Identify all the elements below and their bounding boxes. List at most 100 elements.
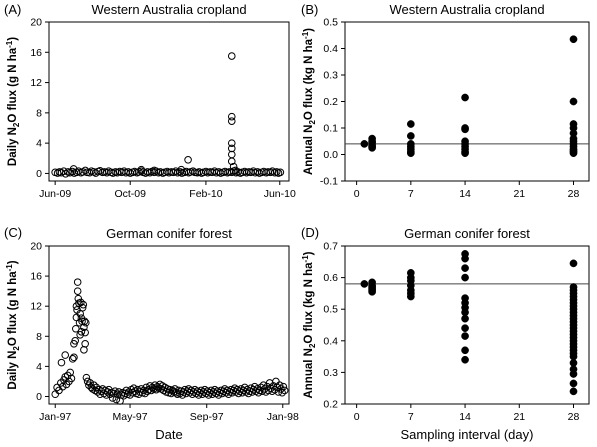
data-point	[184, 156, 192, 164]
x-tick-label: Jan-98	[267, 411, 299, 423]
data-point	[461, 273, 469, 282]
data-point	[61, 351, 70, 359]
data-point	[81, 328, 89, 337]
x-tick-label: Oct-09	[114, 188, 146, 200]
data-point	[461, 314, 469, 323]
y-tick-label: 0.5	[323, 304, 338, 316]
data-point	[406, 132, 415, 140]
data-point	[227, 112, 236, 121]
data-point	[461, 346, 469, 355]
x-tick-label: 28	[568, 188, 580, 200]
data-point	[51, 390, 60, 399]
data-point	[569, 97, 578, 106]
x-tick-label: 7	[408, 188, 414, 200]
data-point	[368, 144, 376, 152]
data-point	[569, 370, 578, 378]
y-tick-label: 8	[36, 331, 42, 343]
y-tick-label: 0.2	[323, 399, 338, 411]
y-tick-label: 0.4	[323, 43, 338, 55]
chart-title: Western Australia cropland	[91, 2, 246, 17]
data-point	[112, 395, 121, 404]
y-tick-label: -0.1	[320, 176, 338, 188]
data-point	[57, 358, 66, 367]
data-point	[461, 324, 469, 333]
y-tick-label: 0.3	[323, 367, 338, 379]
panel-label: (C)	[4, 225, 22, 240]
data-point	[461, 355, 469, 364]
data-point	[461, 149, 469, 158]
y-tick-label: 4	[36, 361, 42, 373]
data-point	[71, 337, 79, 345]
y-tick-label: 0.7	[323, 241, 338, 253]
data-point	[461, 254, 469, 263]
data-point	[67, 374, 76, 383]
panel-label: (B)	[301, 2, 318, 17]
data-point	[229, 162, 238, 171]
x-axis-title: Date	[155, 427, 182, 442]
data-point	[461, 264, 469, 272]
data-point	[276, 168, 285, 177]
data-point	[406, 292, 415, 301]
y-tick-label: 16	[30, 47, 42, 59]
data-point	[82, 373, 91, 382]
y-tick-label: 0	[36, 168, 42, 180]
x-tick-label: 14	[459, 411, 471, 423]
data-point	[360, 280, 369, 288]
x-tick-label: Sep-97	[190, 411, 224, 423]
data-point	[150, 166, 159, 175]
data-point	[78, 303, 87, 312]
data-point	[70, 353, 78, 362]
y-tick-label: 12	[30, 77, 42, 89]
data-point	[280, 386, 289, 395]
y-axis-title: Annual N2O flux (kg N ha-1)	[301, 28, 317, 175]
y-tick-label: 16	[30, 271, 42, 283]
data-point	[81, 340, 89, 348]
chart-title: Western Australia cropland	[389, 2, 544, 17]
data-point	[227, 117, 236, 125]
data-point	[153, 382, 162, 391]
data-point	[77, 327, 86, 336]
y-tick-label: 4	[36, 138, 42, 150]
x-tick-label: Jun-10	[264, 188, 296, 200]
data-point	[76, 298, 85, 307]
plot-frame	[344, 245, 590, 405]
y-tick-label: 0.6	[323, 272, 338, 284]
y-tick-label: 12	[30, 301, 42, 313]
x-tick-label: 21	[513, 411, 525, 423]
y-tick-label: 0.3	[323, 70, 338, 82]
panel-label: (D)	[301, 225, 319, 240]
data-point	[279, 382, 288, 391]
data-point	[81, 318, 90, 327]
data-point	[108, 394, 117, 402]
y-tick-label: 20	[30, 17, 42, 29]
x-axis-title: Sampling interval (day)	[401, 427, 534, 442]
data-point	[227, 139, 236, 147]
y-tick-label: 0.0	[323, 149, 338, 161]
data-point	[227, 157, 236, 166]
data-point	[569, 259, 578, 268]
x-tick-label: 0	[354, 188, 360, 200]
y-axis-title: Daily N2O flux (g N ha-1)	[5, 37, 21, 166]
data-point	[231, 166, 240, 175]
y-tick-label: 0.4	[323, 335, 338, 347]
data-point	[360, 140, 369, 148]
x-tick-label: 28	[568, 411, 580, 423]
plot-frame	[48, 21, 290, 182]
data-point	[277, 385, 285, 393]
data-point	[461, 125, 469, 134]
data-point	[73, 287, 82, 295]
data-point	[227, 52, 236, 60]
x-tick-label: 7	[408, 411, 414, 423]
x-tick-label: May-97	[113, 411, 148, 423]
data-point	[79, 300, 88, 309]
data-point	[137, 165, 146, 174]
x-tick-label: Jun-09	[39, 188, 71, 200]
data-point	[461, 332, 469, 340]
data-point	[80, 323, 88, 332]
data-point	[73, 278, 82, 286]
data-point	[272, 168, 281, 176]
panel-a: (A) Western Australia cropland 0 4 8 12 16 20 Ju…	[4, 2, 296, 200]
chart-title: German conifer forest	[404, 226, 530, 241]
data-point	[177, 165, 186, 174]
